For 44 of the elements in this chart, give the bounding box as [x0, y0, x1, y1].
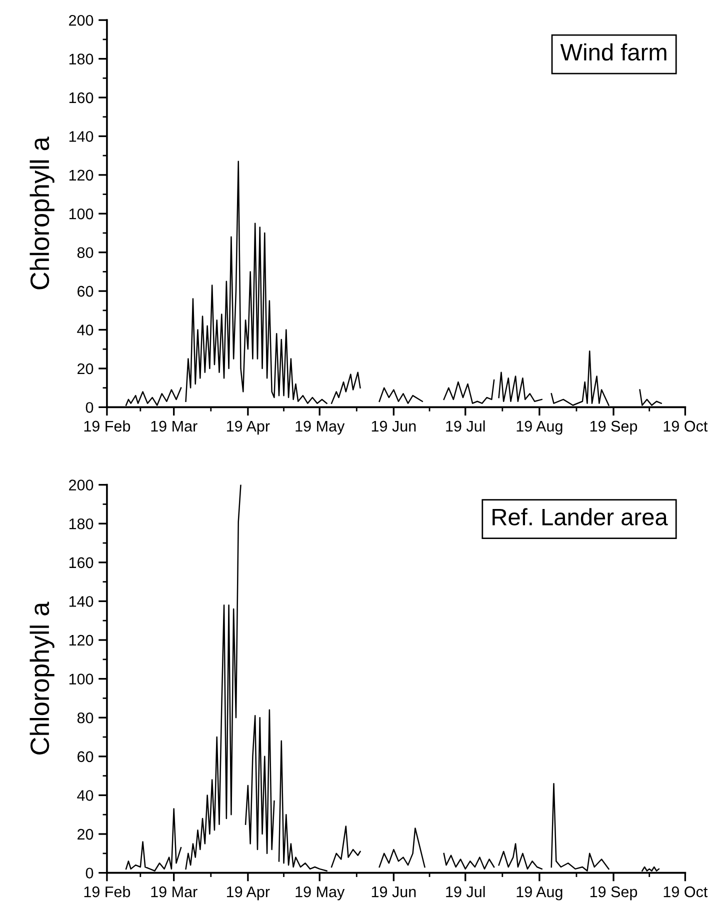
y-tick-label: 0 — [86, 868, 94, 879]
y-tick-label: 200 — [69, 14, 94, 26]
y-tick-label: 0 — [86, 402, 94, 413]
x-tick-label: 19 Feb — [84, 420, 130, 432]
x-tick-label: 19 Mar — [151, 886, 198, 898]
y-tick-label: 40 — [77, 790, 94, 801]
x-tick-label: 19 Jun — [372, 886, 416, 898]
y-tick-label: 120 — [69, 634, 94, 646]
y-tick-label: 120 — [69, 170, 94, 181]
x-tick-label: 19 Oct — [664, 886, 708, 898]
y-tick-label: 140 — [69, 131, 94, 142]
x-tick-label: 19 Apr — [227, 420, 270, 435]
y-axis-title: Chlorophyll a — [30, 136, 54, 290]
x-tick-label: 19 Sep — [590, 886, 638, 900]
y-tick-label: 160 — [69, 557, 94, 568]
x-tick-label: 19 Feb — [84, 886, 130, 898]
x-tick-label: 19 Aug — [516, 420, 562, 435]
y-tick-label: 100 — [69, 208, 94, 220]
y-tick-label: 180 — [69, 518, 94, 530]
y-tick-label: 80 — [77, 712, 94, 724]
x-tick-label: 19 Jul — [446, 420, 485, 432]
x-tick-label: 19 Sep — [590, 420, 638, 435]
x-tick-label: 19 Apr — [227, 886, 270, 900]
y-tick-label: 80 — [77, 247, 94, 258]
x-tick-label: 19 Jun — [372, 420, 416, 432]
x-tick-label: 19 May — [296, 886, 345, 900]
y-tick-label: 200 — [69, 480, 94, 490]
y-tick-label: 20 — [78, 363, 94, 374]
x-tick-label: 19 May — [296, 420, 345, 435]
text: Wind farm — [560, 43, 666, 61]
y-tick-label: 40 — [77, 324, 94, 336]
y-tick-label: 100 — [69, 674, 94, 684]
y-tick-label: 140 — [69, 596, 94, 607]
y-tick-label: 60 — [78, 286, 94, 297]
text: Ref. Lander area — [492, 508, 668, 526]
y-tick-label: 180 — [69, 54, 94, 64]
y-tick-label: 160 — [69, 92, 94, 104]
y-tick-label: 20 — [78, 828, 94, 840]
x-tick-label: 19 Jul — [446, 886, 485, 898]
y-tick-label: 60 — [78, 751, 94, 762]
x-tick-label: 19 Oct — [664, 420, 708, 432]
y-axis-title: Chlorophyll a — [30, 602, 54, 754]
x-tick-label: 19 Aug — [516, 886, 562, 900]
x-tick-label: 19 Mar — [151, 420, 198, 432]
